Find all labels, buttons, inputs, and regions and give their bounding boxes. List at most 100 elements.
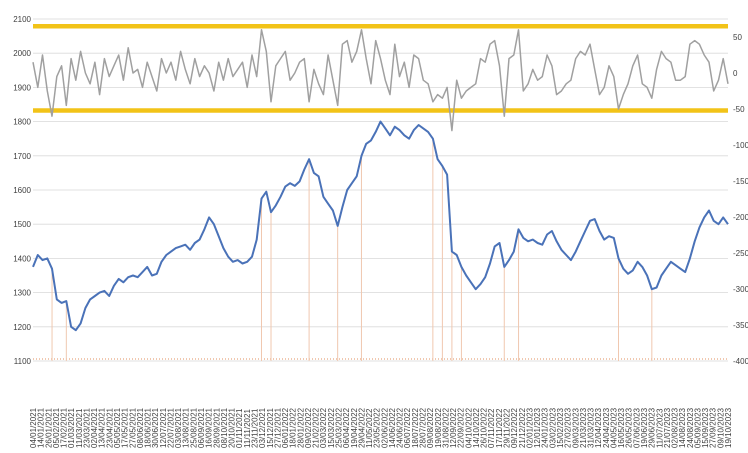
date-label: 16/05/2023 [617,407,626,448]
date-label: 17/11/2022 [495,408,504,448]
left-tick-label: 1800 [13,118,31,127]
date-label: 15/09/2023 [701,407,710,448]
date-label: 23/03/2021 [83,407,92,448]
left-tick-label: 1100 [14,357,32,366]
left-tick-label: 2100 [13,15,31,24]
left-tick-label: 1400 [13,254,31,263]
date-label: 28/09/2021 [212,407,221,448]
date-label: 18/07/2022 [411,407,420,448]
date-label: 30/06/2021 [151,407,160,448]
right-tick-label: 50 [733,33,742,42]
date-label: 27/05/2021 [128,407,137,448]
series-lines [32,29,729,332]
date-label: 03/02/2023 [548,407,557,448]
series-line-1 [32,29,729,132]
date-label: 22/09/2022 [457,407,466,448]
date-label: 29/11/2022 [503,408,512,448]
date-label: 09/03/2023 [571,407,580,448]
date-label: 25/03/2022 [335,407,344,448]
left-tick-label: 1500 [13,220,31,229]
date-label: 23/11/2021 [251,408,260,448]
drawdown-bars [51,138,653,361]
date-label: 09/12/2022 [510,407,519,448]
date-label: 31/08/2022 [441,407,450,448]
date-label: 11/05/2022 [365,408,374,448]
date-label: 27/02/2023 [564,407,573,448]
date-label: 01/03/2021 [67,407,76,448]
date-label: 29/04/2022 [357,407,366,448]
date-label: 21/03/2023 [579,407,588,448]
date-label: 09/08/2022 [426,407,435,448]
date-label: 15/03/2022 [327,407,336,448]
date-label: 08/10/2021 [220,407,229,448]
date-label: 07/11/2022 [487,408,496,448]
date-label: 02/04/2021 [90,407,99,448]
right-tick-label: -50 [733,105,745,114]
date-label: 15/12/2021 [266,407,275,448]
date-label: 20/10/2021 [228,407,237,448]
series-line-0 [32,120,729,332]
date-label: 24/04/2023 [602,407,611,448]
date-axis-labels: 04/01/202114/01/202126/01/202105/02/2021… [29,407,733,448]
right-tick-label: -250 [733,249,748,258]
left-tick-label: 1200 [13,323,31,332]
right-tick-label: -100 [733,141,748,150]
date-label: 28/07/2022 [419,407,428,448]
date-label: 08/06/2021 [136,407,145,448]
date-label: 29/06/2023 [648,407,657,448]
date-label: 03/03/2022 [319,407,328,448]
reference-bands [33,23,728,113]
date-label: 31/03/2023 [587,407,596,448]
date-label: 15/02/2023 [556,407,565,448]
left-tick-label: 1900 [13,83,31,92]
date-label: 18/01/2022 [289,407,298,448]
date-label: 14/08/2023 [678,407,687,448]
left-tick-label: 2000 [13,49,31,58]
date-label: 11/07/2023 [655,408,664,448]
date-label: 19/10/2023 [724,407,733,448]
date-label: 11/11/2021 [243,409,252,448]
right-tick-label: -350 [733,321,748,330]
right-tick-label: -400 [733,357,748,366]
date-label: 12/01/2023 [533,407,542,448]
date-label: 17/05/2021 [121,407,130,448]
date-label: 06/04/2022 [342,407,351,448]
date-label: 18/06/2021 [144,407,153,448]
date-label: 27/12/2021 [273,407,282,448]
date-label: 02/06/2022 [380,407,389,448]
date-label: 09/10/2023 [716,407,725,448]
date-label: 19/04/2022 [350,407,359,448]
date-label: 03/12/2021 [258,407,267,448]
right-tick-label: -200 [733,213,748,222]
date-label: 05/02/2021 [52,407,61,448]
date-label: 04/01/2021 [29,407,38,448]
date-label: 16/09/2021 [205,407,214,448]
date-label: 06/01/2022 [281,407,290,448]
date-label: 19/08/2022 [434,407,443,448]
date-label: 28/01/2022 [296,407,305,448]
left-tick-label: 1300 [13,289,31,298]
date-label: 23/04/2021 [105,407,114,448]
date-label: 12/04/2023 [594,407,603,448]
date-label: 02/01/2023 [525,407,534,448]
date-label: 26/01/2021 [44,407,53,448]
right-tick-label: 0 [733,69,738,78]
date-label: 06/07/2022 [403,407,412,448]
date-label: 07/06/2023 [632,407,641,448]
date-label: 24/06/2022 [396,407,405,448]
date-label: 04/05/2023 [609,407,618,448]
date-label: 25/08/2021 [189,407,198,448]
date-label: 11/03/2021 [75,408,84,448]
date-label: 14/01/2021 [37,407,46,448]
left-tick-label: 1600 [13,186,31,195]
date-label: 02/08/2023 [671,407,680,448]
date-label: 21/02/2022 [312,407,321,448]
date-label: 01/11/2021 [235,408,244,448]
date-label: 14/06/2022 [388,407,397,448]
date-label: 05/09/2023 [694,407,703,448]
date-label: 22/07/2021 [167,407,176,448]
date-label: 27/09/2023 [709,407,718,448]
date-label: 12/07/2021 [159,407,168,448]
